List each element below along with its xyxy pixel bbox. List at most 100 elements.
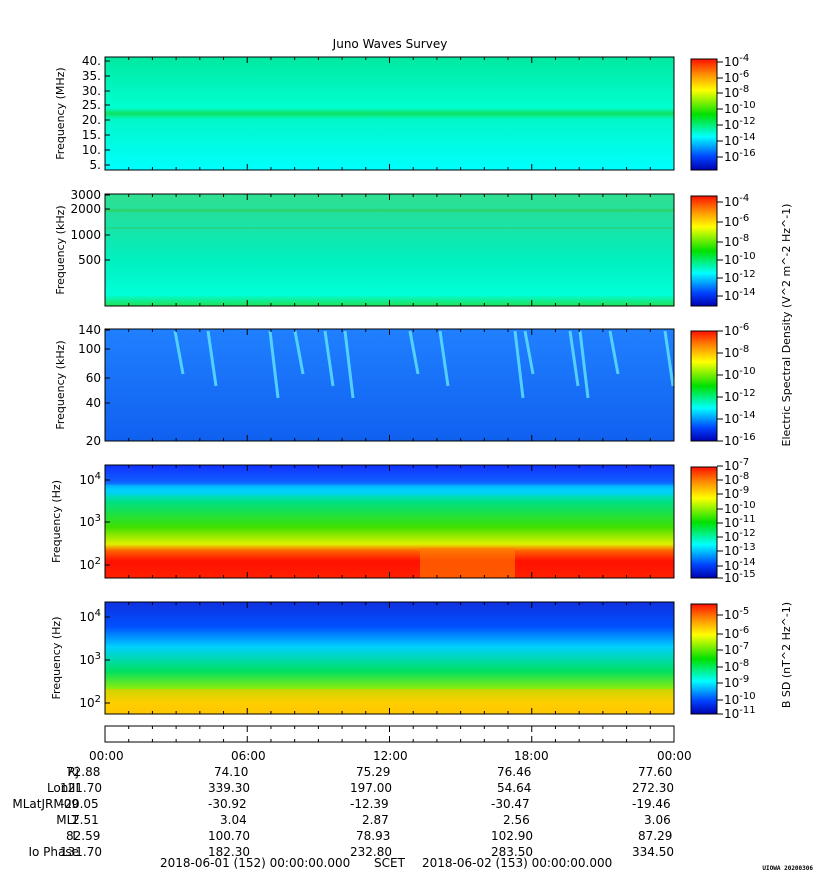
colorbar-tick-label: 10-8 (724, 233, 749, 249)
colorbar-tick-label: 10-16 (724, 148, 756, 164)
ephemeris-value: 76.46 (497, 765, 532, 779)
colorbar-tick-label: 10-5 (724, 606, 749, 622)
colorbar-tick-label: 10-13 (724, 542, 756, 558)
y-tick-label: 25. (82, 98, 101, 112)
radio-burst (268, 330, 280, 399)
colorbar-tick-label: 10-14 (724, 132, 756, 148)
ephemeris-value: 2.56 (503, 813, 530, 827)
footer-scet: SCET (374, 856, 405, 870)
ephemeris-value: 3.04 (220, 813, 247, 827)
colorbar-tick-label: 10-15 (724, 569, 756, 585)
ephemeris-value: 82.59 (66, 829, 101, 843)
colorbar-tick-label: 10-9 (724, 485, 749, 501)
y-tick-label: 100 (78, 342, 101, 356)
colorbar-tick-label: 10-4 (724, 193, 749, 209)
ephemeris-value: 131.70 (60, 845, 102, 859)
colorbar-tick-label: 10-7 (724, 641, 749, 657)
spectrogram-panel-4 (105, 465, 674, 578)
y-tick-label: 15. (82, 128, 101, 142)
ephemeris-label: Io Phase (28, 845, 79, 859)
colorbar-tick-label: 10-12 (724, 269, 756, 285)
ephemeris-value: -30.47 (491, 797, 530, 811)
radio-burst (578, 330, 590, 399)
ephemeris-value: -20.05 (60, 797, 99, 811)
spectrogram-panel-3 (105, 329, 674, 441)
y-tick-label: 104 (79, 471, 101, 487)
y-tick-label: 103 (79, 651, 101, 667)
y-tick-label: 103 (79, 513, 101, 529)
radio-burst (438, 330, 450, 387)
colorbar-tick-label: 10-6 (724, 322, 749, 338)
ephemeris-value: -30.92 (208, 797, 247, 811)
y-tick-label: 60 (86, 371, 101, 385)
ephemeris-value: 182.30 (208, 845, 250, 859)
x-tick-label-0: 00:00 (89, 749, 124, 763)
colorbar-label-electric: Electric Spectral Density (V^2 m^-2 Hz^-… (780, 204, 793, 447)
radio-burst (293, 330, 305, 375)
ephemeris-value: 232.80 (350, 845, 392, 859)
ephemeris-value: 75.29 (356, 765, 391, 779)
y-tick-label: 35. (82, 69, 101, 83)
ephemeris-value: 283.50 (491, 845, 533, 859)
emission-band (105, 209, 674, 212)
radio-burst (663, 330, 675, 387)
y-tick-label: 102 (79, 694, 101, 710)
y-tick-label: 5. (90, 158, 101, 172)
emission-patch (420, 548, 515, 578)
ephemeris-value: 3.06 (644, 813, 671, 827)
y-tick-label: 2000 (70, 202, 101, 216)
hiss-band (105, 485, 674, 495)
ephemeris-value: 54.64 (497, 781, 532, 795)
ephemeris-value: 334.50 (632, 845, 674, 859)
ephemeris-value: 78.93 (356, 829, 391, 843)
radio-burst (513, 330, 525, 399)
y-tick-label: 500 (78, 253, 101, 267)
colorbar-tick-label: 10-9 (724, 674, 749, 690)
colorbar-3 (690, 330, 718, 442)
ephemeris-value: 74.10 (214, 765, 249, 779)
x-tick-label-2: 12:00 (373, 749, 408, 763)
ephemeris-value: 339.30 (208, 781, 250, 795)
radio-burst (206, 330, 218, 387)
colorbar-1 (690, 58, 718, 171)
ephemeris-value: 77.60 (638, 765, 673, 779)
ephemeris-value: -19.46 (632, 797, 671, 811)
colorbar-tick-label: 10-10 (724, 251, 756, 267)
ephemeris-value: 121.70 (60, 781, 102, 795)
ephemeris-value: 102.90 (491, 829, 533, 843)
ephemeris-label: MLT (56, 813, 79, 827)
ephemeris-label: Rj (67, 765, 79, 779)
ephemeris-label: L (72, 829, 79, 843)
y-tick-label: 30. (82, 84, 101, 98)
ephemeris-label: MLatJRM09 (12, 797, 79, 811)
colorbar-tick-label: 10-14 (724, 287, 756, 303)
colorbar-tick-label: 10-16 (724, 432, 756, 448)
colorbar-5 (690, 603, 718, 715)
spectrogram-figure: 40.35.30.25.20.15.10.5. Frequency (MHz) 10… (50, 53, 793, 743)
colorbar-tick-label: 10-8 (724, 658, 749, 674)
ephemeris-label: LonIII (46, 781, 79, 795)
colorbar-tick-label: 10-11 (724, 705, 756, 721)
colorbar-tick-label: 10-10 (724, 366, 756, 382)
y-tick-label: 40 (86, 396, 101, 410)
y-tick-label: 3000 (70, 188, 101, 202)
radio-burst (173, 330, 185, 375)
y-axis-label: Frequency (Hz) (50, 480, 63, 563)
footer-end-time: 2018-06-02 (153) 00:00:00.000 (422, 856, 613, 870)
colorbar-tick-label: 10-6 (724, 625, 749, 641)
colorbar-4 (690, 466, 718, 579)
y-axis-label: Frequency (Hz) (50, 617, 63, 700)
ephemeris-value: 2.51 (72, 813, 99, 827)
ephemeris-value: 72.88 (66, 765, 101, 779)
y-tick-label: 104 (79, 608, 101, 624)
y-axis-label: Frequency (kHz) (54, 205, 67, 294)
colorbar-tick-label: 10-4 (724, 53, 749, 69)
radio-burst (523, 330, 535, 375)
ephemeris-value: 100.70 (208, 829, 250, 843)
radio-burst (408, 330, 420, 375)
colorbar-tick-label: 10-6 (724, 69, 749, 85)
colorbar-tick-label: 10-8 (724, 84, 749, 100)
chart-title: Juno Waves Survey (332, 37, 448, 51)
spectrogram-panel-2 (105, 194, 674, 306)
y-axis-label: Frequency (MHz) (54, 67, 67, 159)
